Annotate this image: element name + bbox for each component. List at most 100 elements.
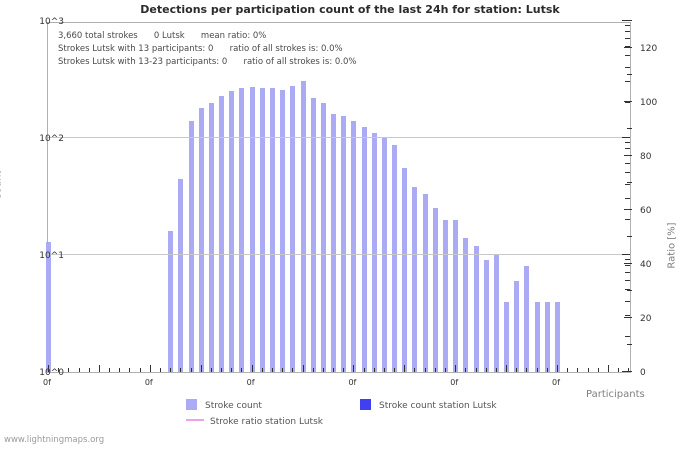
bar [168,231,174,372]
y-tick-minor-left [625,218,630,220]
x-tick-minor [343,368,345,372]
bar [188,120,194,372]
legend-label-stroke-count-station: Stroke count station Lutsk [379,401,497,411]
x-tick-minor [465,368,467,372]
legend-item-stroke-count[interactable]: Stroke count [186,399,262,411]
x-tick-major [557,365,558,372]
y-tick-minor-right [627,74,632,75]
y-tick-major-left [622,20,630,21]
x-tick-label: 0f [43,378,51,387]
x-tick-minor [58,368,60,372]
x-tick-major [302,365,304,372]
y-tick-minor-right [627,344,632,345]
bar [463,237,469,372]
y-tick-minor-left [625,300,630,302]
x-tick-minor [536,368,538,372]
x-tick-minor [88,368,90,372]
y-tick-label-left: 10^1 [39,251,64,261]
x-tick-minor [322,368,324,372]
bar [269,87,275,372]
x-tick-minor [333,368,335,372]
bar [392,144,398,372]
y-tick-major-right [624,317,632,318]
x-tick-minor [373,368,375,372]
y-tick-label-right: 20 [640,314,652,324]
y-tick-minor-left [625,335,630,337]
x-tick-minor [292,368,294,372]
y-tick-major-left [622,254,630,255]
y-tick-minor-left [625,25,630,27]
x-tick-minor [159,368,161,372]
annotation-strokes-13-23: Strokes Lutsk with 13-23 participants: 0… [58,57,357,67]
x-tick-label: 0f [552,378,560,387]
x-tick-minor [587,368,589,372]
x-tick-major [455,365,457,372]
plot-area: 3,660 total strokes 0 Lutsk mean ratio: … [46,20,632,373]
x-tick-minor [394,368,396,372]
bar [483,260,489,372]
x-axis-title: Participants [586,389,645,400]
legend-item-stroke-ratio-station[interactable]: Stroke ratio station Lutsk [186,417,323,427]
y-tick-major-right [624,101,632,102]
x-tick-minor [414,368,416,372]
x-tick-major [607,365,609,372]
x-tick-minor [495,368,497,372]
y-tick-minor-left [625,66,630,68]
y-tick-minor-right [627,128,632,129]
x-tick-major [200,365,202,372]
x-tick-major [48,365,49,372]
x-tick-minor [282,368,284,372]
x-tick-minor [526,368,528,372]
x-tick-minor [119,368,121,372]
legend-label-stroke-ratio-station: Stroke ratio station Lutsk [210,417,323,427]
x-tick-minor [221,368,223,372]
y-tick-minor-left [625,55,630,57]
y-tick-minor-left [625,142,630,144]
bars-layer [46,23,630,372]
x-tick-minor [109,368,111,372]
annotation-total-strokes: 3,660 total strokes 0 Lutsk mean ratio: … [58,31,267,41]
x-tick-minor [139,368,141,372]
bar [219,95,225,372]
y-tick-minor-left [625,31,630,33]
bar [422,194,428,372]
y-tick-minor-left [625,289,630,291]
bar [341,115,347,372]
y-tick-major-right [624,209,632,210]
x-tick-minor [434,368,436,372]
bar [544,301,550,372]
bar [473,245,479,372]
annotation-strokes-13: Strokes Lutsk with 13 participants: 0 ra… [58,44,343,54]
y-tick-major-right [624,371,632,372]
y-tick-minor-right [627,236,632,237]
bar [524,266,530,372]
bar [208,102,214,372]
bar [361,126,367,372]
legend-item-stroke-count-station[interactable]: Stroke count station Lutsk [360,399,497,411]
x-tick-major [149,365,151,372]
y-tick-minor-left [625,315,630,317]
y-tick-minor-left [625,183,630,185]
x-tick-minor [180,368,182,372]
stroke-count-swatch-icon [186,399,197,410]
x-tick-minor [516,368,518,372]
y-tick-minor-left [625,45,630,47]
y-tick-minor-right [627,290,632,291]
y-tick-label-right: 60 [640,206,652,216]
x-tick-major [98,365,100,372]
y-tick-minor-left [625,272,630,274]
x-tick-minor [190,368,192,372]
x-tick-minor [210,368,212,372]
x-tick-minor [78,368,80,372]
bar [46,241,51,372]
bar [300,80,306,372]
x-tick-minor [271,368,273,372]
bar [249,86,255,372]
x-tick-minor [129,368,131,372]
y-tick-label-left: 10^3 [39,17,64,27]
y-axis-title-left: Count [0,170,4,201]
x-tick-label: 0f [144,378,153,387]
stroke-count-station-swatch-icon [360,399,371,410]
bar [371,133,377,372]
bar [381,138,387,372]
